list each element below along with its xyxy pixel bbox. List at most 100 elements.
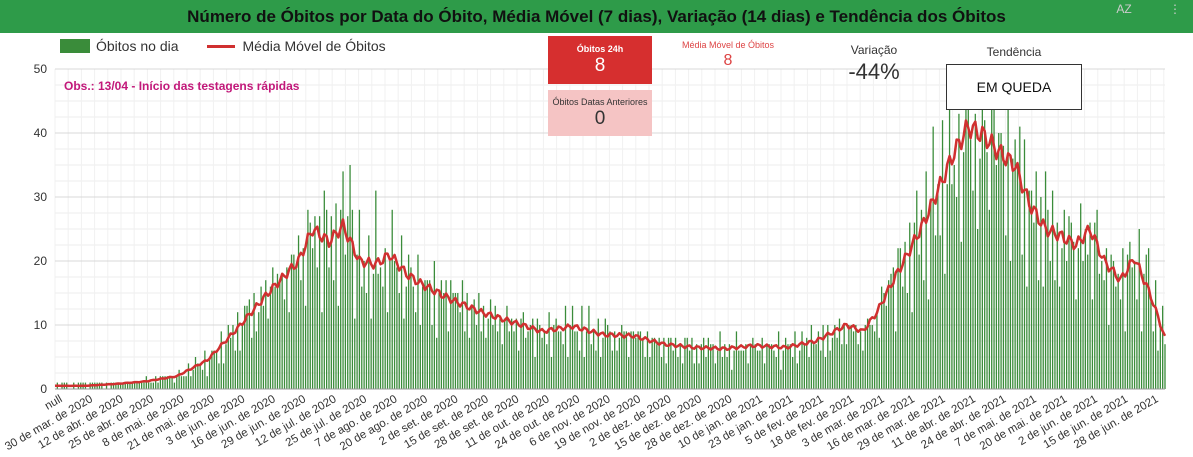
bar-obitos-dia [1087, 254, 1089, 389]
bar-obitos-dia [534, 357, 536, 389]
bar-obitos-dia [1014, 139, 1016, 389]
bar-obitos-dia [728, 344, 731, 389]
bar-obitos-dia [487, 318, 489, 389]
legend-line-swatch [206, 44, 235, 48]
bar-obitos-dia [789, 344, 791, 389]
bar-obitos-dia [337, 305, 339, 389]
y-tick-label: 20 [34, 254, 48, 268]
bar-obitos-dia [286, 267, 288, 389]
bar-obitos-dia [1061, 248, 1063, 389]
bar-obitos-dia [1082, 261, 1084, 389]
bar-obitos-dia [679, 344, 681, 389]
bar-obitos-dia [129, 382, 131, 389]
bar-obitos-dia [197, 363, 199, 389]
bar-obitos-dia [393, 261, 396, 389]
bar-obitos-dia [1162, 305, 1164, 389]
bar-obitos-dia [218, 363, 220, 389]
bar-obitos-dia [119, 382, 122, 389]
bar-obitos-dia [747, 363, 749, 389]
bar-obitos-dia [822, 325, 824, 389]
bar-obitos-dia [494, 305, 496, 389]
bar-obitos-dia [972, 190, 974, 389]
y-tick-label: 0 [40, 382, 47, 396]
bar-obitos-dia [616, 350, 618, 389]
bar-obitos-dia [112, 382, 115, 389]
bar-obitos-dia [431, 325, 433, 389]
bar-obitos-dia [347, 216, 349, 389]
bar-obitos-dia [1000, 133, 1002, 389]
bar-obitos-dia [389, 261, 391, 389]
bar-obitos-dia [1117, 273, 1119, 389]
bar-obitos-dia [873, 331, 876, 389]
bar-obitos-dia [890, 273, 892, 389]
bar-obitos-dia [1143, 273, 1145, 389]
bar-obitos-dia [646, 331, 649, 389]
bar-obitos-dia [630, 331, 632, 389]
bar-obitos-dia [424, 280, 426, 389]
kebab-menu-icon[interactable]: ⋮ [1169, 2, 1181, 16]
bar-obitos-dia [1098, 273, 1101, 389]
bar-obitos-dia [995, 165, 998, 389]
bar-obitos-dia [297, 235, 300, 389]
bar-obitos-dia [342, 171, 344, 389]
bar-obitos-dia [1133, 261, 1136, 389]
bar-obitos-dia [274, 286, 276, 389]
bar-obitos-dia [944, 273, 946, 389]
bar-obitos-dia [1119, 299, 1122, 389]
bar-obitos-dia [466, 293, 468, 389]
bar-obitos-dia [1157, 350, 1159, 389]
chart-title-text: Número de Óbitos por Data do Óbito, Médi… [187, 6, 1006, 26]
bar-obitos-dia [991, 94, 993, 389]
bar-obitos-dia [932, 126, 934, 389]
bar-obitos-dia [639, 331, 642, 389]
card-obitos-24h: Óbitos 24h 8 [548, 36, 652, 84]
bar-obitos-dia [269, 286, 272, 389]
bar-obitos-dia [581, 305, 583, 389]
bar-obitos-dia [232, 325, 234, 389]
bar-obitos-dia [988, 209, 991, 389]
bar-obitos-dia [885, 305, 887, 389]
bar-obitos-dia [201, 369, 204, 389]
card-variacao-value: -44% [848, 59, 900, 84]
bar-obitos-dia [351, 209, 354, 389]
bar-obitos-dia [855, 325, 857, 389]
bar-obitos-dia [862, 350, 864, 389]
bar-obitos-dia [276, 273, 279, 389]
az-sort-icon[interactable]: AZ [1116, 2, 1132, 16]
bar-obitos-dia [141, 382, 143, 389]
bar-obitos-dia [829, 350, 831, 389]
bar-obitos-dia [923, 280, 925, 389]
bar-obitos-dia [965, 69, 967, 389]
bar-obitos-dia [742, 350, 745, 389]
bar-obitos-dia [480, 331, 482, 389]
bar-obitos-dia [588, 305, 590, 389]
bar-obitos-dia [527, 331, 529, 389]
bar-obitos-dia [881, 286, 883, 389]
bar-obitos-dia [614, 331, 616, 389]
bar-obitos-dia [843, 325, 845, 389]
bar-obitos-dia [529, 325, 532, 389]
bar-obitos-dia [169, 376, 171, 389]
bar-obitos-dia [763, 363, 766, 389]
bar-obitos-dia [609, 331, 611, 389]
bar-obitos-dia [560, 331, 562, 389]
bar-obitos-dia [625, 331, 628, 389]
bar-obitos-dia [766, 344, 768, 389]
bar-obitos-dia [333, 280, 335, 389]
bar-obitos-dia [300, 280, 302, 389]
bar-obitos-dia [628, 357, 630, 389]
bar-obitos-dia [136, 382, 138, 389]
bar-obitos-dia [850, 325, 852, 389]
bar-obitos-dia [204, 350, 206, 389]
bar-obitos-dia [272, 267, 274, 389]
bar-obitos-dia [532, 318, 534, 389]
bar-obitos-dia [138, 382, 140, 389]
bar-obitos-dia [215, 350, 218, 389]
bar-obitos-dia [883, 293, 885, 389]
bar-obitos-dia [126, 382, 129, 389]
bar-obitos-dia [496, 331, 499, 389]
bar-obitos-dia [260, 286, 262, 389]
bar-obitos-dia [237, 312, 239, 389]
bar-obitos-dia [438, 293, 440, 389]
